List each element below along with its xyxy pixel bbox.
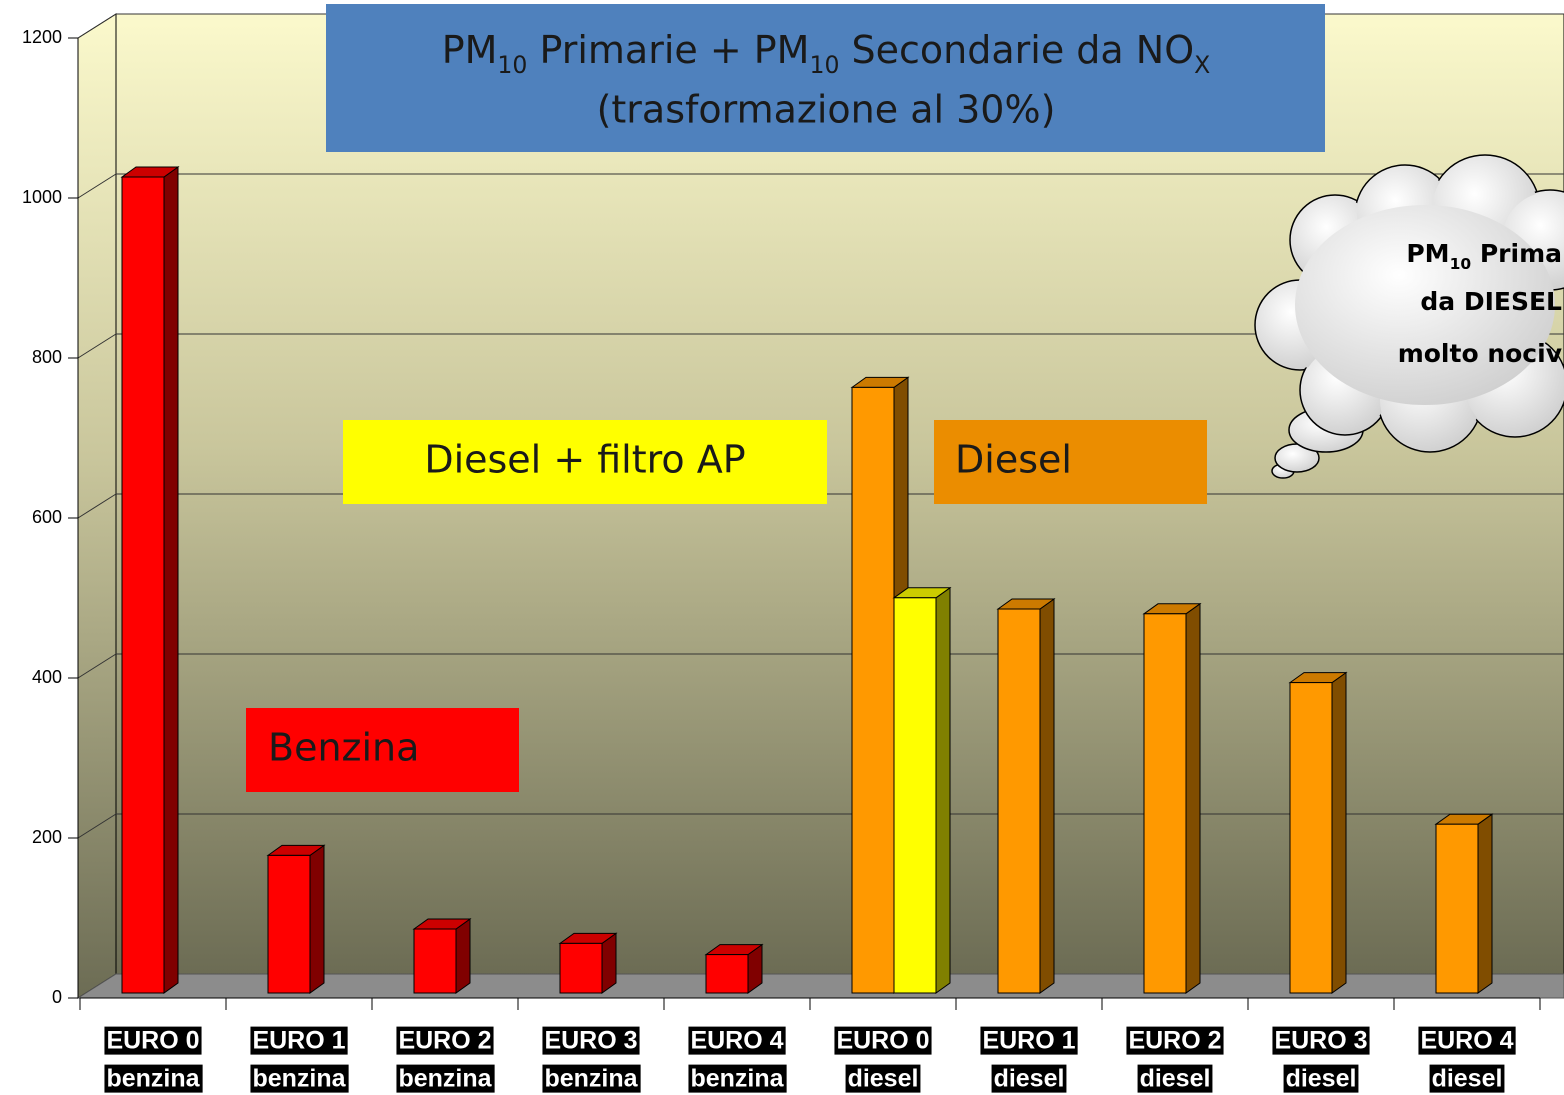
y-tick-label: 0 [52,987,62,1007]
bar-side [1477,813,1493,994]
bar [1143,613,1187,994]
x-tick-label: EURO 2 [398,1027,491,1055]
cloud-text: PM10 Prima [1406,239,1562,273]
x-tick-label: diesel [1140,1065,1211,1093]
x-tick-label-bg [1418,1026,1516,1055]
legend-box [934,420,1207,504]
x-tick-label-bg [834,1026,932,1055]
y-tick-label: 400 [32,667,62,687]
x-tick-label-bg [980,1026,1078,1055]
x-tick-label: EURO 0 [836,1027,929,1055]
title-box [326,4,1325,152]
x-tick-label-bg [688,1064,787,1093]
x-tick-label-bg [396,1026,494,1055]
title-segment: 10 [809,51,839,79]
x-tick-label: diesel [994,1065,1065,1093]
x-tick-label: EURO 1 [252,1027,345,1055]
bar-side [1331,671,1347,994]
cloud-text: molto nociv [1398,339,1562,368]
bar-side [1039,598,1055,994]
x-tick-label: benzina [106,1065,200,1093]
x-tick-label-bg [1272,1026,1370,1055]
x-tick-label: benzina [252,1065,346,1093]
cloud-text: da DIESEL [1420,287,1562,316]
legend-label: Diesel [955,438,1072,482]
x-tick-label-bg [250,1026,348,1055]
bar-side [163,166,179,994]
bar [893,597,937,994]
grid-line [77,333,117,359]
legend-box [343,420,827,504]
cloud-callout: PM10 Prima da DIESEL molto nociv [1254,154,1564,479]
bar [705,954,749,994]
bar-side [455,918,471,994]
x-tick-label: benzina [398,1065,492,1093]
x-tick-label-bg [104,1026,202,1055]
bar [559,942,603,994]
title-segment: PM [442,28,498,72]
legend-label: Benzina [268,726,419,770]
bar [121,176,165,994]
x-tick-label-bg [688,1026,786,1055]
chart-title: PM10 Primarie + PM10 Secondarie da NOX [442,28,1211,79]
bar [997,608,1041,994]
title-segment: X [1194,51,1210,79]
bar [267,854,311,994]
grid-line [77,653,117,679]
bar [851,386,895,994]
bar-side [1185,602,1201,994]
grid-line [77,493,117,519]
x-tick-label: EURO 3 [544,1027,637,1055]
bar [1289,682,1333,994]
x-tick-label: benzina [690,1065,784,1093]
x-tick-label-bg [1429,1064,1505,1093]
x-tick-label: EURO 1 [982,1027,1075,1055]
y-tick-label: 200 [32,827,62,847]
y-tick-label: 600 [32,507,62,527]
x-tick-label-bg [991,1064,1067,1093]
x-tick-label-bg [396,1064,495,1093]
y-tick-label: 1000 [22,187,62,207]
cloud-fill [1295,205,1555,405]
x-tick-label-bg [1283,1064,1359,1093]
bar [1435,823,1479,994]
x-tick-label-bg [542,1064,641,1093]
x-tick-label-bg [845,1064,921,1093]
x-tick-label: diesel [848,1065,919,1093]
x-tick-label: EURO 0 [106,1027,199,1055]
x-tick-label-bg [1126,1026,1224,1055]
x-tick-label: EURO 3 [1274,1027,1367,1055]
x-tick-label-bg [1137,1064,1213,1093]
grid-line [77,173,117,199]
title-segment: 10 [497,51,527,79]
legend-label: Diesel + filtro AP [424,438,745,482]
x-tick-label: diesel [1286,1065,1357,1093]
title-segment: Prima [1471,239,1562,268]
title-segment: PM [1406,239,1449,268]
bar-side [309,844,325,994]
grid-line [77,813,117,839]
grid-line [77,13,117,39]
x-tick-label-bg [542,1026,640,1055]
chart-subtitle: (trasformazione al 30%) [597,88,1056,132]
x-tick-label: EURO 2 [1128,1027,1221,1055]
x-tick-label: EURO 4 [690,1027,783,1055]
x-tick-label-bg [250,1064,349,1093]
title-segment: Secondarie da NO [839,28,1194,72]
title-segment: Primarie + PM [527,28,809,72]
x-tick-label-bg [104,1064,203,1093]
y-tick-label: 800 [32,347,62,367]
y-tick-label: 1200 [22,27,62,47]
legend-box [246,708,519,792]
bar-side [935,586,951,994]
x-tick-label: EURO 4 [1420,1027,1513,1055]
x-tick-label: diesel [1432,1065,1503,1093]
x-tick-label: benzina [544,1065,638,1093]
bar [413,928,457,994]
title-segment: 10 [1450,255,1472,273]
